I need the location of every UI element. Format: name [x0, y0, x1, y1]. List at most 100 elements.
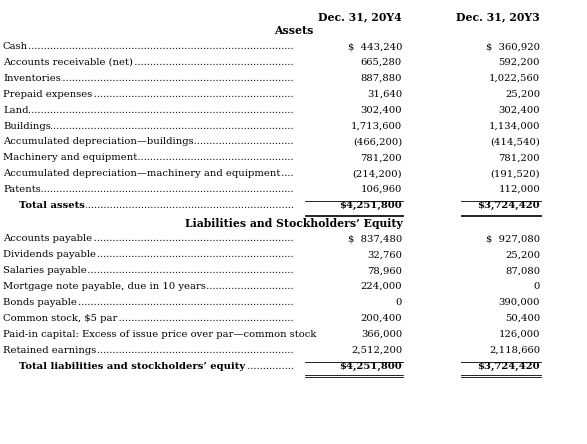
Text: Dividends payable: Dividends payable — [3, 250, 96, 259]
Text: 25,200: 25,200 — [505, 90, 540, 99]
Text: ................................................................................: ........................................… — [3, 90, 378, 99]
FancyBboxPatch shape — [408, 249, 517, 266]
Text: Buildings: Buildings — [3, 122, 50, 131]
FancyBboxPatch shape — [408, 344, 517, 361]
FancyBboxPatch shape — [408, 328, 517, 346]
FancyBboxPatch shape — [294, 199, 408, 217]
Text: Patents: Patents — [3, 185, 41, 194]
Text: (191,520): (191,520) — [490, 169, 540, 178]
Text: 87,080: 87,080 — [505, 266, 540, 275]
Text: 1,022,560: 1,022,560 — [489, 74, 540, 83]
Text: 2,118,660: 2,118,660 — [489, 346, 540, 355]
Text: ................................................................................: ........................................… — [3, 234, 378, 243]
Text: Machinery and equipment: Machinery and equipment — [3, 153, 137, 163]
Text: Cash: Cash — [3, 42, 28, 51]
Text: ................................................................................: ........................................… — [3, 298, 378, 307]
FancyBboxPatch shape — [294, 233, 408, 250]
FancyBboxPatch shape — [408, 72, 517, 90]
FancyBboxPatch shape — [294, 120, 408, 138]
Text: 781,200: 781,200 — [498, 153, 540, 163]
Text: ................................................................................: ........................................… — [3, 346, 378, 355]
Text: 25,200: 25,200 — [505, 250, 540, 259]
Text: ................................................................................: ........................................… — [3, 250, 378, 259]
Text: Paid-in capital: Excess of issue price over par—common stock: Paid-in capital: Excess of issue price o… — [3, 330, 316, 339]
Text: 302,400: 302,400 — [360, 106, 402, 115]
FancyBboxPatch shape — [408, 120, 517, 138]
FancyBboxPatch shape — [408, 40, 517, 58]
Text: ................................................................................: ........................................… — [3, 58, 378, 67]
Text: ................................................................................: ........................................… — [3, 282, 378, 291]
Text: Mortgage note payable, due in 10 years: Mortgage note payable, due in 10 years — [3, 282, 206, 291]
Text: 0: 0 — [396, 298, 402, 307]
Text: 665,280: 665,280 — [361, 58, 402, 67]
FancyBboxPatch shape — [408, 360, 517, 377]
Text: (214,200): (214,200) — [352, 169, 402, 178]
Text: 32,760: 32,760 — [367, 250, 402, 259]
Text: 1,134,000: 1,134,000 — [488, 122, 540, 131]
Text: 2,512,200: 2,512,200 — [351, 346, 402, 355]
Text: 592,200: 592,200 — [498, 58, 540, 67]
Text: 112,000: 112,000 — [498, 185, 540, 194]
Text: 366,000: 366,000 — [361, 330, 402, 339]
Text: 50,400: 50,400 — [505, 314, 540, 323]
Text: 224,000: 224,000 — [360, 282, 402, 291]
FancyBboxPatch shape — [408, 104, 517, 122]
Text: ................................................................................: ........................................… — [3, 153, 378, 163]
Text: Accounts payable: Accounts payable — [3, 234, 92, 243]
Text: Accumulated depreciation—buildings: Accumulated depreciation—buildings — [3, 138, 194, 147]
Text: Total assets: Total assets — [19, 201, 85, 210]
Text: $  360,920: $ 360,920 — [486, 42, 540, 51]
Text: Accumulated depreciation—machinery and equipment: Accumulated depreciation—machinery and e… — [3, 169, 281, 178]
FancyBboxPatch shape — [408, 233, 517, 250]
FancyBboxPatch shape — [294, 168, 408, 185]
Text: ................................................................................: ........................................… — [3, 106, 378, 115]
Text: Accounts receivable (net): Accounts receivable (net) — [3, 58, 133, 67]
Text: $3,724,420: $3,724,420 — [477, 361, 540, 371]
FancyBboxPatch shape — [294, 249, 408, 266]
Text: 126,000: 126,000 — [498, 330, 540, 339]
FancyBboxPatch shape — [294, 297, 408, 314]
Text: Retained earnings: Retained earnings — [3, 346, 96, 355]
Text: 31,640: 31,640 — [367, 90, 402, 99]
Text: 390,000: 390,000 — [498, 298, 540, 307]
Text: 106,960: 106,960 — [361, 185, 402, 194]
FancyBboxPatch shape — [408, 297, 517, 314]
Text: $4,251,800: $4,251,800 — [339, 361, 402, 371]
FancyBboxPatch shape — [408, 136, 517, 153]
Text: Inventories: Inventories — [3, 74, 60, 83]
Text: Dec. 31, 20Y4: Dec. 31, 20Y4 — [319, 11, 402, 22]
Text: ................................................................................: ........................................… — [3, 314, 378, 323]
FancyBboxPatch shape — [294, 183, 408, 201]
Text: ................................................................................: ........................................… — [19, 201, 394, 210]
FancyBboxPatch shape — [294, 328, 408, 346]
FancyBboxPatch shape — [408, 88, 517, 106]
Text: ................................................................................: ........................................… — [3, 122, 378, 131]
FancyBboxPatch shape — [408, 183, 517, 201]
FancyBboxPatch shape — [408, 152, 517, 169]
FancyBboxPatch shape — [294, 88, 408, 106]
Text: ................................................................................: ........................................… — [3, 74, 378, 83]
Text: ................................................................................: ........................................… — [3, 185, 378, 194]
Text: Bonds payable: Bonds payable — [3, 298, 77, 307]
FancyBboxPatch shape — [408, 312, 517, 330]
Text: (466,200): (466,200) — [353, 138, 402, 147]
Text: ................................................................................: ........................................… — [3, 42, 378, 51]
Text: 1,713,600: 1,713,600 — [351, 122, 402, 131]
Text: 78,960: 78,960 — [367, 266, 402, 275]
Text: $3,724,420: $3,724,420 — [477, 201, 540, 210]
FancyBboxPatch shape — [294, 265, 408, 282]
Text: 887,880: 887,880 — [360, 74, 402, 83]
FancyBboxPatch shape — [294, 40, 408, 58]
Text: (414,540): (414,540) — [490, 138, 540, 147]
FancyBboxPatch shape — [408, 265, 517, 282]
Text: $  443,240: $ 443,240 — [348, 42, 402, 51]
FancyBboxPatch shape — [294, 104, 408, 122]
FancyBboxPatch shape — [408, 199, 517, 217]
FancyBboxPatch shape — [294, 360, 408, 377]
Text: $  837,480: $ 837,480 — [348, 234, 402, 243]
Text: Dec. 31, 20Y3: Dec. 31, 20Y3 — [456, 11, 540, 22]
FancyBboxPatch shape — [408, 281, 517, 298]
Text: Total liabilities and stockholders’ equity: Total liabilities and stockholders’ equi… — [19, 361, 245, 371]
Text: 0: 0 — [534, 282, 540, 291]
Text: 781,200: 781,200 — [360, 153, 402, 163]
